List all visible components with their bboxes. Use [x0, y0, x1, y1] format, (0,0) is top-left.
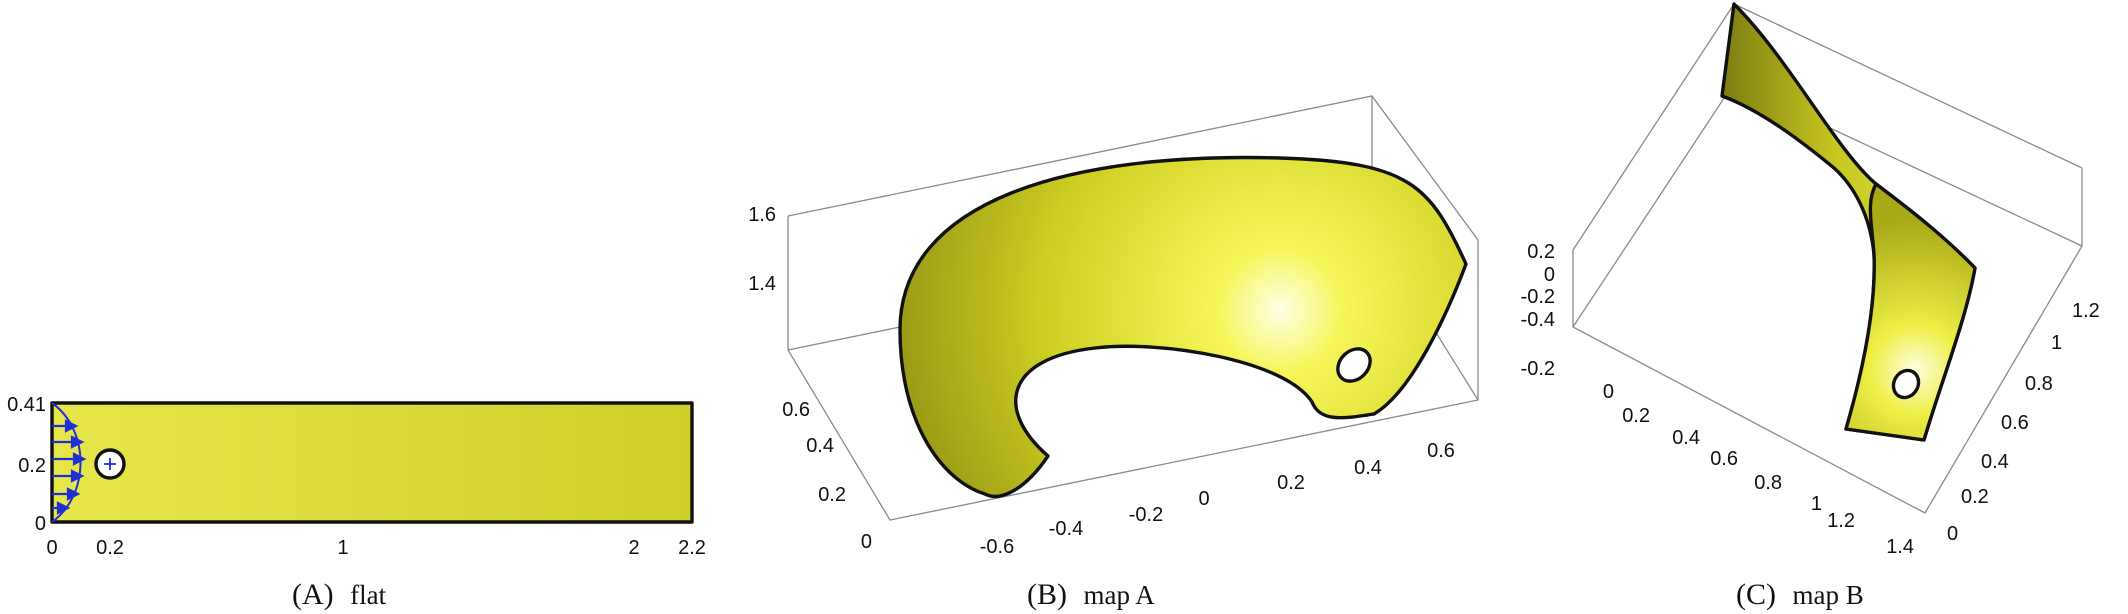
c-y-tick: 1 [2051, 332, 2062, 354]
c-y-tick: 0.6 [2001, 412, 2029, 434]
caption-c-name: map B [1792, 580, 1863, 610]
caption-b-name: map A [1083, 580, 1155, 610]
b-x-tick: -0.4 [1049, 518, 1083, 540]
a-x-tick: 2.2 [678, 537, 706, 559]
twisted-strip-lower-face [1844, 182, 1977, 442]
caption-c: (C) map B [1736, 578, 1864, 611]
bounding-box-c [1572, 3, 2083, 514]
panel-a-flat: 0.41 0.2 0 0 0.2 1 2 2.2 (A) flat [7, 394, 706, 611]
c-y-tick: 0.2 [1961, 486, 1989, 508]
c-y-tick: 0.4 [1981, 451, 2009, 473]
c-z-tick: -0.4 [1521, 309, 1555, 331]
caption-a-letter: (A) [292, 578, 334, 611]
a-y-tick: 0.41 [7, 394, 46, 416]
c-z-tick: -0.2 [1521, 286, 1555, 308]
b-z-tick: 1.4 [748, 273, 776, 295]
b-x-tick: -0.6 [980, 536, 1014, 558]
c-x-tick: 1 [1811, 493, 1822, 515]
c-x-tick: 1.4 [1886, 536, 1914, 558]
a-x-tick: 0.2 [96, 537, 124, 559]
cylinder-hole-c [1891, 368, 1921, 400]
curved-channel-surface [898, 155, 1468, 499]
c-y-tick: 0 [1947, 523, 1958, 545]
b-x-tick: 0.4 [1354, 457, 1382, 479]
b-y-tick: 0.2 [818, 484, 846, 506]
b-y-tick: 0.6 [782, 399, 810, 421]
caption-b: (B) map A [1027, 578, 1155, 611]
cylinder-center-mark [104, 458, 116, 470]
caption-a-name: flat [350, 580, 386, 610]
panel-c-map-b: 0.2 0 -0.2 -0.4 -0.2 0 0.2 0.4 0.6 0.8 1… [1521, 2, 2100, 611]
flat-channel [50, 401, 694, 524]
inflow-arrows [52, 419, 87, 515]
c-x-tick: 0.2 [1622, 405, 1650, 427]
c-z-tick: 0 [1544, 264, 1555, 286]
caption-a: (A) flat [292, 578, 387, 611]
c-x-tick: -0.2 [1521, 358, 1555, 380]
b-y-tick: 0 [861, 531, 872, 553]
a-x-tick: 0 [46, 537, 57, 559]
b-y-tick: 0.4 [806, 435, 834, 457]
panel-b-map-a: 1.6 1.4 0.6 0.4 0.2 0 -0.6 -0.4 -0.2 0 0… [748, 95, 1479, 611]
a-y-tick: 0.2 [18, 455, 46, 477]
c-x-tick: 0 [1603, 381, 1614, 403]
a-y-tick: 0 [35, 513, 46, 535]
c-x-tick: 0.6 [1710, 448, 1738, 470]
b-x-tick: 0 [1198, 488, 1209, 510]
c-x-tick: 0.4 [1672, 427, 1700, 449]
a-x-tick: 1 [337, 537, 348, 559]
c-x-tick: 0.8 [1754, 472, 1782, 494]
c-y-tick: 0.8 [2025, 373, 2053, 395]
b-z-tick: 1.6 [748, 204, 776, 226]
b-x-tick: 0.2 [1277, 472, 1305, 494]
caption-c-letter: (C) [1736, 578, 1776, 611]
b-x-tick: 0.6 [1427, 440, 1455, 462]
a-x-tick: 2 [628, 537, 639, 559]
cylinder-hole-b [1336, 347, 1372, 383]
c-z-tick: 0.2 [1527, 241, 1555, 263]
c-x-tick: 1.2 [1827, 510, 1855, 532]
caption-b-letter: (B) [1027, 578, 1067, 611]
b-x-tick: -0.2 [1129, 504, 1163, 526]
c-y-tick: 1.2 [2072, 300, 2100, 322]
